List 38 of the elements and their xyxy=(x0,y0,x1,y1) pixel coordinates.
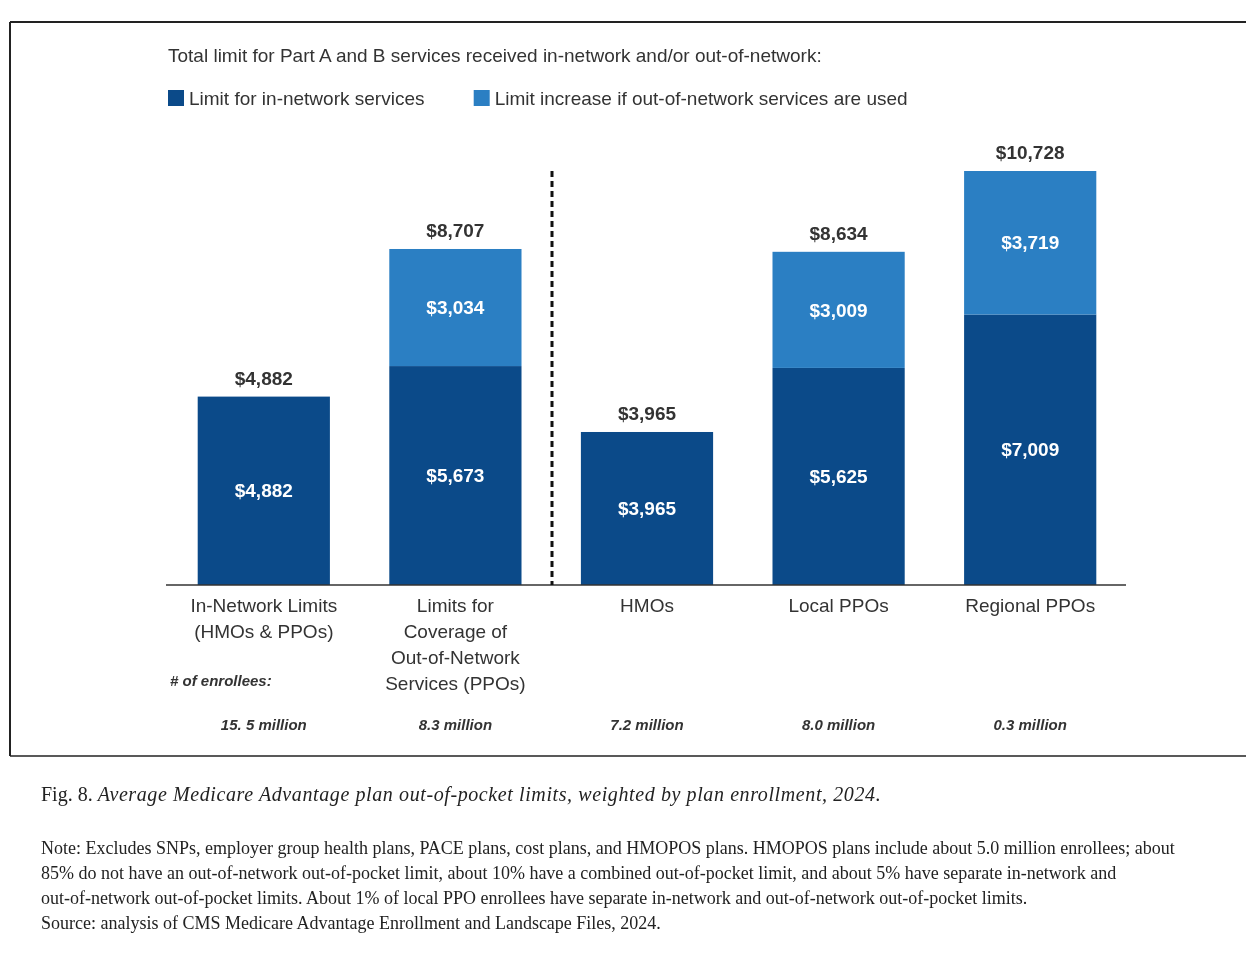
total-label: $4,882 xyxy=(234,367,293,389)
x-tick-label: HMOs xyxy=(620,595,674,616)
source-note: Source: analysis of CMS Medicare Advantage Enrollment and Landscape Files, 2024. xyxy=(41,913,661,933)
total-label: $3,965 xyxy=(617,402,677,424)
text: 0.3 million xyxy=(993,716,1067,733)
text: Note: Excludes SNPs, employer group health plans, PACE plans, cost plans, and HMOPOS plans. HMOPOS plans include about 5.0 million enrollees; about 85% do not have an out-of-network out-of-pocket limit, about 10% have a combined out-of-pocket limit, and about 5% have separate in-network and out-of-network out-of-pocket limits. About 1% of local PPO enrollees have separate in-network and out-of-network out-of-pocket limits. xyxy=(41,838,1175,908)
total-label: $8,707 xyxy=(426,219,485,241)
data-label: $3,965 xyxy=(617,498,677,520)
data-label: $4,882 xyxy=(234,480,293,502)
bar xyxy=(389,366,522,585)
bar xyxy=(389,248,522,367)
legend-label: Limit increase if out-of-network services are used xyxy=(494,88,908,109)
bar xyxy=(964,171,1097,315)
data-label: $7,009 xyxy=(1001,439,1060,461)
text: 8.0 million xyxy=(801,716,876,733)
x-tick-label: Regional PPOs xyxy=(965,595,1096,616)
total-label: $8,634 xyxy=(809,222,869,244)
legend-label: Limit for in-network services xyxy=(189,88,425,109)
x-tick-label: Local PPOs xyxy=(788,595,889,616)
bar xyxy=(197,396,330,585)
text: Fig. 8. Average Medicare Advantage plan out-of-pocket limits, weighted by plan enrollment, 2024. xyxy=(41,783,882,806)
data-label: $5,673 xyxy=(426,465,485,487)
x-tick-label: In-Network Limits (HMOs & PPOs) xyxy=(190,595,338,642)
text: 8.3 million xyxy=(418,716,493,733)
bar xyxy=(772,367,905,585)
x-tick-label: Limits for Coverage of Out-of-Network Services (PPOs) xyxy=(385,595,526,694)
chart-subtitle: Total limit for Part A and B services received in-network and/or out-of-network: xyxy=(168,45,822,66)
bar xyxy=(580,431,714,585)
text: 15. 5 million xyxy=(220,716,307,733)
data-label: $3,034 xyxy=(426,297,485,319)
text: 7.2 million xyxy=(610,716,684,733)
text: # of enrollees: xyxy=(170,672,272,689)
bar xyxy=(772,251,905,368)
bar xyxy=(964,314,1097,585)
data-label: $5,625 xyxy=(809,466,869,488)
data-label: $3,009 xyxy=(809,299,868,321)
total-label: $10,728 xyxy=(995,142,1065,163)
data-label: $3,719 xyxy=(1001,232,1060,254)
